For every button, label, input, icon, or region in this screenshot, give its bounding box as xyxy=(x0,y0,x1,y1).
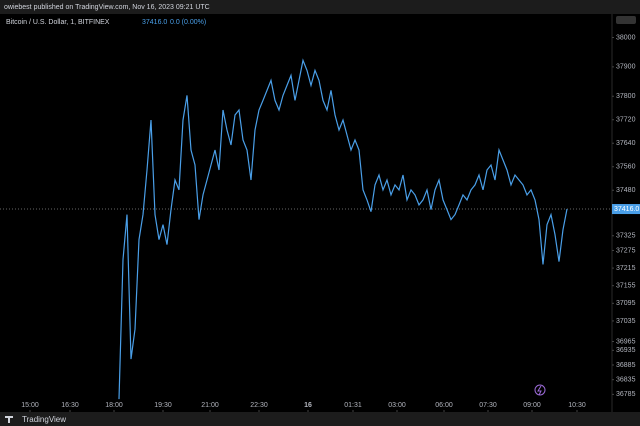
x-tick-label: 18:00 xyxy=(105,402,123,409)
y-tick-label: 37215 xyxy=(616,265,636,272)
x-tick-label: 22:30 xyxy=(250,402,268,409)
footer-bar xyxy=(0,412,640,426)
legend-price: 37416.0 xyxy=(142,19,167,26)
y-tick-label: 37800 xyxy=(616,93,636,100)
x-tick-label: 19:30 xyxy=(154,402,172,409)
plot-background xyxy=(0,14,640,412)
x-tick-label: 06:00 xyxy=(435,402,453,409)
x-tick-label: 03:00 xyxy=(388,402,406,409)
brand-text: TradingView xyxy=(22,415,66,424)
y-tick-label: 38000 xyxy=(616,34,636,41)
y-tick-label: 36935 xyxy=(616,347,636,354)
x-tick-label: 15:00 xyxy=(21,402,39,409)
x-tick-label: 16 xyxy=(304,402,312,409)
y-tick-label: 37640 xyxy=(616,140,636,147)
y-tick-label: 36835 xyxy=(616,377,636,384)
header-bar xyxy=(0,0,640,14)
legend-change: 0.0 (0.00%) xyxy=(170,19,206,26)
header-text: owiebest published on TradingView.com, N… xyxy=(4,4,210,11)
x-tick-label: 16:30 xyxy=(61,402,79,409)
y-tick-label: 37480 xyxy=(616,187,636,194)
price-line xyxy=(118,58,568,400)
y-tick-label: 37095 xyxy=(616,300,636,307)
x-tick-label: 09:00 xyxy=(523,402,541,409)
y-tick-label: 37325 xyxy=(616,233,636,240)
y-tick-label: 36885 xyxy=(616,362,636,369)
y-tick-label: 37900 xyxy=(616,64,636,71)
y-tick-label: 37275 xyxy=(616,247,636,254)
x-tick-label: 21:00 xyxy=(201,402,219,409)
y-tick-label: 37560 xyxy=(616,164,636,171)
legend-title: Bitcoin / U.S. Dollar, 1, BITFINEX xyxy=(6,19,110,26)
y-tick-label: 36785 xyxy=(616,391,636,398)
y-tick-label: 36965 xyxy=(616,338,636,345)
event-icon[interactable] xyxy=(534,384,546,396)
last-price-box xyxy=(612,204,640,215)
x-tick-label: 10:30 xyxy=(568,402,586,409)
event-icon-bolt xyxy=(537,385,542,396)
y-tick-label: 37155 xyxy=(616,283,636,290)
settings-button[interactable] xyxy=(616,16,636,24)
y-tick-label: 37035 xyxy=(616,318,636,325)
last-price-label: 37416.0 xyxy=(614,206,639,213)
brand-logo xyxy=(5,416,13,423)
x-tick-label: 01:31 xyxy=(344,402,362,409)
x-tick-label: 07:30 xyxy=(479,402,497,409)
y-tick-label: 37720 xyxy=(616,117,636,124)
